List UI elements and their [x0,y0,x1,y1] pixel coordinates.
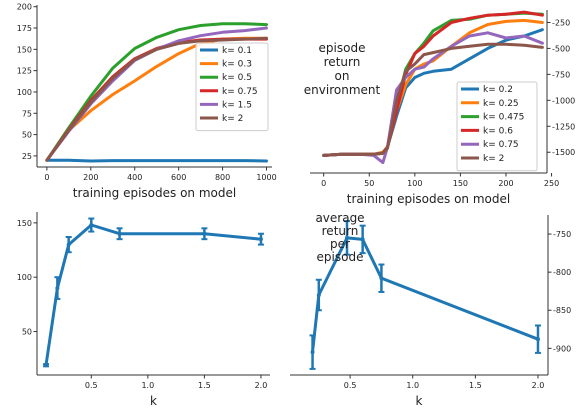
y-tick-label: -900 [553,344,571,353]
series-line-5 [322,42,544,157]
x-tick-label: 2.0 [532,381,545,390]
y-tick-label: 25 [22,152,32,161]
data-point [55,286,60,291]
x-tick-label: 800 [215,173,230,182]
chart-bl: 0.5 1.0 1.5 2.0 50 100 150 k [17,212,270,408]
series-line-2 [45,22,268,162]
y-tick-label: -1500 [552,148,575,157]
annotation-text: per [330,237,350,251]
legend-label: k= 0.25 [483,99,519,109]
x-tick-label: 150 [453,179,468,188]
x-tick-label: 0 [44,173,49,182]
x-tick-label: 1.5 [469,381,482,390]
legend-label: k= 0.3 [222,60,252,70]
x-tick-label: 600 [171,173,186,182]
x-tick-label: 1.5 [198,381,211,390]
legend-label: k= 1.5 [222,100,252,110]
chart-br: 0.5 1.0 1.5 2.0 -750 -800 -850 -900 k averageretu… [290,211,571,408]
data-point [66,242,71,247]
x-tick-label: 0.5 [344,381,357,390]
data-point [379,276,384,281]
data-point [360,237,365,242]
annotation-text: return [324,55,361,69]
y-tick-label: -1250 [552,122,575,131]
x-axis-label: k [150,394,157,408]
x-axis-label: k [416,394,423,408]
legend-label: k= 2 [483,154,504,164]
y-tick-label: 150 [17,219,32,228]
annotation-text: average [315,211,364,225]
x-tick-label: 1.0 [406,381,419,390]
data-point [44,363,49,368]
y-tick-label: 100 [17,88,32,97]
legend-label: k= 0.75 [483,140,519,150]
x-axis-label: training episodes on model [347,192,510,206]
series-line-0 [45,158,268,163]
x-tick-label: 100 [407,179,422,188]
x-tick-label: 250 [544,179,559,188]
legend-label: k= 0.75 [222,87,258,97]
data-point [117,231,122,236]
x-tick-label: 50 [364,179,374,188]
y-tick-label: 50 [22,131,32,140]
y-tick-label: -750 [552,70,570,79]
y-tick-label: 200 [17,3,32,12]
legend-label: k= 0.5 [222,73,252,83]
y-tick-label: 50 [22,328,32,337]
chart-tl: 0 200 400 600 800 1000 25 50 75 100 125 150 175 200 tr… [17,3,277,200]
x-tick-label: 1000 [256,173,276,182]
legend-label: k= 2 [222,114,243,124]
y-tick-label: 175 [17,24,32,33]
x-tick-label: 400 [127,173,142,182]
y-tick-label: 125 [17,67,32,76]
data-point [535,337,540,342]
series-line-5 [45,36,268,162]
y-tick-label: -500 [552,44,570,53]
data-point [258,237,263,242]
data-point [310,350,315,355]
legend-label: k= 0.6 [483,126,513,136]
legend-label: k= 0.2 [483,85,513,95]
y-tick-label: -250 [552,18,570,27]
x-tick-label: 2.0 [255,381,268,390]
x-tick-label: 0 [321,179,326,188]
x-tick-label: 1.0 [141,381,154,390]
x-tick-label: 0.5 [85,381,98,390]
y-tick-label: 75 [22,109,32,118]
annotation-text: episode [319,41,366,55]
annotation-text: on [335,69,350,83]
y-tick-label: 150 [17,45,32,54]
x-tick-label: 200 [83,173,98,182]
annotation-text: episode [317,250,364,264]
chart-tr: 0 50 100 150 200 250 -250 -500 -750 -1000 -1250 -15… [304,10,575,206]
legend-label: k= 0.1 [222,46,252,56]
legend-label: k= 0.475 [483,113,524,123]
data-point [89,223,94,228]
annotation-text: return [322,224,359,238]
annotation-text: environment [304,83,381,97]
data-point [316,293,321,297]
y-tick-label: -850 [553,306,571,315]
data-point [344,235,349,240]
y-tick-label: -1000 [552,96,575,105]
x-tick-label: 200 [498,179,513,188]
data-point [202,231,207,236]
y-tick-label: -800 [553,268,571,277]
y-tick-label: 100 [17,273,32,282]
x-axis-label: training episodes on model [73,186,236,200]
series-line-0 [44,223,263,367]
y-tick-label: -750 [553,230,571,239]
